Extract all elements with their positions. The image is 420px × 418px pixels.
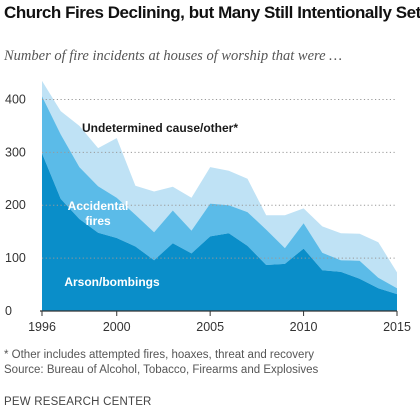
y-tick-label: 200 (5, 198, 26, 212)
x-tick-label: 1996 (28, 320, 56, 334)
y-tick-label: 400 (5, 92, 26, 106)
chart-title: Church Fires Declining, but Many Still I… (4, 3, 420, 22)
x-tick-label: 2010 (290, 320, 318, 334)
arson-bombings-area (42, 153, 397, 311)
chart-subtitle: Number of fire incidents at houses of wo… (4, 48, 343, 64)
undetermined-cause-area (42, 80, 397, 289)
x-tick-label: 2000 (103, 320, 131, 334)
chart-source: Source: Bureau of Alcohol, Tobacco, Fire… (4, 364, 319, 376)
x-tick-label: 2005 (196, 320, 224, 334)
y-tick-label: 0 (5, 304, 12, 318)
x-tick-label: 2015 (383, 320, 411, 334)
undetermined-cause-label: Undetermined cause/other* (82, 121, 238, 135)
y-tick-label: 300 (5, 145, 26, 159)
chart-footnote: * Other includes attempted fires, hoaxes… (4, 349, 315, 361)
arson-bombings-label: Arson/bombings (64, 275, 160, 289)
y-tick-label: 100 (5, 251, 26, 265)
accidental-fires-area (42, 96, 397, 295)
accidental-fires-label: Accidental fires (68, 199, 129, 228)
chart-credit: PEW RESEARCH CENTER (4, 396, 152, 408)
